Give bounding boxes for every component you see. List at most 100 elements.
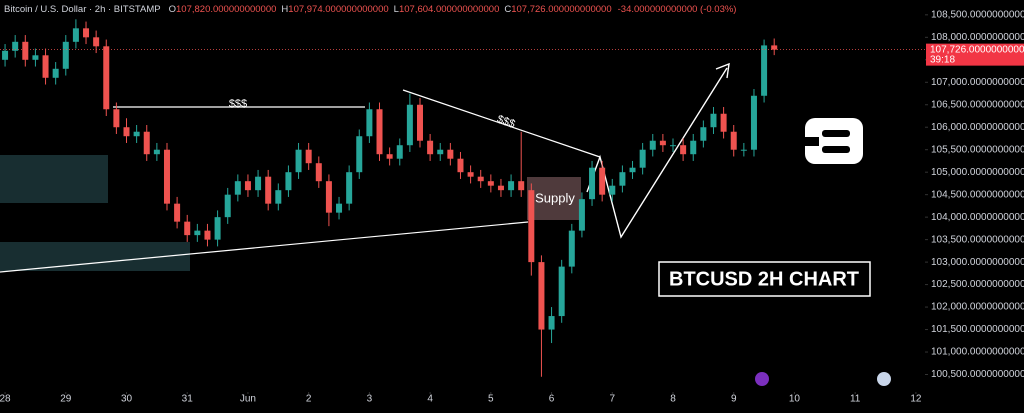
candle-body bbox=[356, 136, 363, 173]
candle-body bbox=[103, 46, 110, 110]
candle-body bbox=[518, 181, 525, 191]
candle-body bbox=[214, 217, 221, 240]
candle-body bbox=[599, 167, 606, 195]
logo-cut bbox=[822, 130, 850, 137]
event-icon[interactable] bbox=[877, 372, 891, 386]
candle-body bbox=[416, 104, 423, 141]
candle-body bbox=[123, 127, 130, 137]
candle-body bbox=[670, 145, 677, 147]
candle-body bbox=[497, 185, 504, 191]
candle-body bbox=[2, 50, 9, 60]
price-label: 107,726.000000000000 bbox=[930, 44, 1024, 55]
y-tick-label: 105,500.000000000000 bbox=[931, 144, 1024, 155]
candle-body bbox=[730, 131, 737, 150]
x-tick-label: 6 bbox=[549, 394, 555, 405]
candle-body bbox=[649, 140, 656, 150]
candle-body bbox=[234, 181, 241, 195]
annotation: $$$ bbox=[229, 98, 247, 110]
candle-body bbox=[750, 95, 757, 150]
ohlc-value: 107,974.000000000000 bbox=[288, 4, 388, 15]
ohlc-letter: H bbox=[281, 4, 288, 15]
candle-body bbox=[285, 172, 292, 191]
candle-body bbox=[629, 167, 636, 173]
candle-body bbox=[487, 181, 494, 186]
candle-body bbox=[376, 109, 383, 155]
y-tick-label: 100,500.000000000000 bbox=[931, 369, 1024, 380]
ohlc-value: 107,604.000000000000 bbox=[399, 4, 499, 15]
candle-body bbox=[568, 230, 575, 267]
candle-body bbox=[315, 163, 322, 182]
x-tick-label: 4 bbox=[427, 394, 433, 405]
x-tick-label: 9 bbox=[731, 394, 737, 405]
liquidity-line bbox=[402, 89, 601, 158]
price-label-box bbox=[926, 43, 1024, 66]
candle-body bbox=[295, 149, 302, 173]
supply-zone bbox=[527, 177, 581, 220]
x-tick-label: Jun bbox=[240, 394, 256, 405]
candle-body bbox=[386, 154, 393, 159]
candle-body bbox=[265, 176, 272, 204]
candle-body bbox=[194, 230, 201, 236]
candle-body bbox=[244, 181, 251, 191]
y-tick-label: 107,000.000000000000 bbox=[931, 77, 1024, 88]
candle-body bbox=[83, 28, 90, 38]
change-value: -34.000000000000 (-0.03%) bbox=[618, 4, 737, 15]
candle-body bbox=[548, 316, 555, 330]
ohlc-value: 107,726.000000000000 bbox=[511, 4, 611, 15]
price-axis-bg bbox=[925, 0, 1024, 408]
candle-body bbox=[42, 55, 49, 78]
candle-body bbox=[609, 185, 616, 195]
drawings bbox=[0, 62, 891, 386]
x-tick-label: 5 bbox=[488, 394, 494, 405]
y-tick-label: 106,000.000000000000 bbox=[931, 122, 1024, 133]
candle-body bbox=[12, 41, 19, 51]
candle-body bbox=[275, 190, 282, 204]
event-icon[interactable] bbox=[755, 372, 769, 386]
candle-body bbox=[255, 176, 262, 191]
header-text: Bitcoin / U.S. Dollar · 2h · BITSTAMP O10… bbox=[4, 4, 736, 15]
x-tick-label: 7 bbox=[609, 394, 615, 405]
candle-body bbox=[508, 181, 515, 191]
candle-body bbox=[659, 140, 666, 146]
candle-body bbox=[93, 37, 100, 47]
candle-body bbox=[477, 176, 484, 182]
candle-body bbox=[437, 149, 444, 155]
candle-body bbox=[589, 167, 596, 200]
chart-label: BTCUSD 2H CHART bbox=[669, 268, 859, 290]
candle-body bbox=[62, 41, 69, 69]
candle-body bbox=[427, 140, 434, 155]
candle-body bbox=[467, 172, 474, 177]
candle-body bbox=[224, 194, 231, 218]
candle-body bbox=[204, 230, 211, 240]
candle-body bbox=[447, 149, 454, 159]
x-tick-label: 10 bbox=[789, 394, 801, 405]
candle-body bbox=[163, 149, 170, 204]
zone bbox=[0, 155, 108, 203]
x-tick-label: 11 bbox=[850, 394, 861, 405]
y-tick-label: 103,000.000000000000 bbox=[931, 257, 1024, 268]
candle-body bbox=[558, 266, 565, 317]
candle-body bbox=[325, 181, 332, 213]
candle-body bbox=[153, 149, 160, 155]
annotation: $$$ bbox=[495, 113, 516, 130]
y-tick-label: 104,000.000000000000 bbox=[931, 212, 1024, 223]
y-tick-label: 103,500.000000000000 bbox=[931, 234, 1024, 245]
y-tick-label: 104,500.000000000000 bbox=[931, 189, 1024, 200]
arrow-head bbox=[715, 62, 730, 79]
candle-body bbox=[771, 45, 778, 50]
candle-body bbox=[619, 172, 626, 186]
x-tick-label: 8 bbox=[670, 394, 676, 405]
candle-body bbox=[72, 28, 79, 42]
candle-body bbox=[52, 68, 59, 78]
candle-body bbox=[710, 113, 717, 128]
y-tick-label: 101,500.000000000000 bbox=[931, 324, 1024, 335]
symbol-title: Bitcoin / U.S. Dollar · 2h · BITSTAMP bbox=[4, 4, 161, 15]
y-tick-label: 102,000.000000000000 bbox=[931, 302, 1024, 313]
candle-body bbox=[528, 190, 535, 263]
candle-body bbox=[113, 109, 120, 128]
candle-body bbox=[174, 203, 181, 222]
logo bbox=[805, 118, 863, 164]
annotation: Supply bbox=[535, 190, 575, 205]
candle-body bbox=[680, 145, 687, 155]
